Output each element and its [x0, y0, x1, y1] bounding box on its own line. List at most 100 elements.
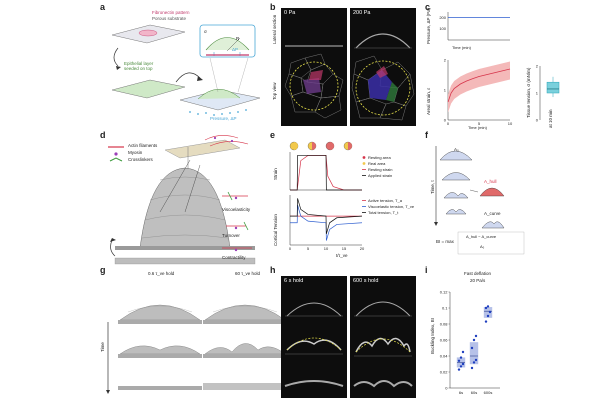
panel-letter-i: i [425, 265, 428, 275]
e-state-half-2 [330, 142, 334, 150]
i-ytick-4: 0.08 [440, 321, 449, 326]
e-legend-2: Resting strain [368, 167, 393, 172]
f-a-hull: A_hull [484, 179, 497, 184]
c-box-ytick-1: 1 [536, 90, 539, 95]
e-legend-3: Applied strain [368, 173, 393, 178]
substrate-label: Porous substrate [152, 16, 187, 21]
epithelial-label: Epithelial layer seeded on top [124, 61, 154, 71]
c-bottom-ytick-1: 1 [444, 87, 447, 92]
e-bottom-series-2 [290, 198, 363, 234]
i-point-1-3 [470, 346, 474, 350]
i-xtick-1: 60s [471, 390, 477, 395]
radius-label: R [236, 36, 240, 41]
i-point-2-0 [484, 320, 488, 323]
i-ytick-6: 0.12 [440, 289, 449, 294]
f-a0: A₀ [454, 147, 459, 152]
e-legend-swatch-0 [362, 156, 366, 159]
label-contractility: Contractility [222, 255, 246, 260]
micrograph-200pa: 200 Pa [350, 8, 416, 126]
i-xtick-0: 6s [459, 390, 463, 395]
c-bottom-xtick-2: 10 [508, 121, 513, 126]
sigma-label: σ [204, 29, 207, 34]
i-ytick-0: 0 [445, 385, 448, 390]
i-point-0-3 [457, 359, 461, 362]
e-legend-swatch-1 [362, 162, 366, 165]
c-box [546, 81, 560, 94]
micrograph-200pa-label: 200 Pa [353, 10, 371, 16]
panel-letter-e: e [270, 130, 276, 140]
e-legend-4: Active tension, T_a [368, 198, 402, 203]
panel-letter-b: b [270, 2, 276, 12]
i-point-2-1 [486, 314, 490, 318]
legend-myosin: Myosin [128, 150, 143, 155]
g-col2: 60 τ_ve hold [235, 271, 261, 276]
micrograph-6s: 6 s hold [281, 276, 347, 398]
panel-letter-f: f [425, 130, 428, 140]
delta-p-label: ΔP [232, 47, 239, 52]
f-a-curve: A_curve [484, 211, 501, 216]
label-viscoelasticity: Viscoelasticity [222, 207, 251, 212]
c-bottom-ytick-0: 0 [444, 117, 447, 122]
i-point-0-0 [457, 368, 461, 371]
i-point-0-4 [459, 356, 463, 359]
c-strain-band [448, 61, 510, 113]
i-ytick-2: 0.04 [440, 353, 449, 358]
panel-letter-c: c [425, 2, 431, 12]
c-top-ytick-1: 200 [439, 15, 446, 20]
micrograph-600s-label: 600 s hold [353, 278, 379, 284]
i-ytick-1: 0.02 [440, 369, 449, 374]
i-point-1-4 [472, 338, 476, 342]
e-legend-1: Real area [368, 161, 386, 166]
i-xtick-2: 600s [484, 390, 493, 395]
c-bottom-xtick-0: 0 [447, 121, 450, 126]
i-ytick-3: 0.06 [440, 337, 449, 342]
micrograph-6s-label: 6 s hold [284, 278, 304, 284]
e-xtick-0: 0 [289, 246, 292, 251]
e-xlabel: t/τ_ve [336, 253, 348, 258]
f-formula: BI = max [436, 239, 454, 244]
e-state-half-1 [312, 142, 316, 150]
c-bottom-ytick-2: 2 [444, 57, 447, 62]
g-col1: 0.6 τ_ve hold [148, 271, 175, 276]
c-bottom-xlabel: Time (min) [468, 125, 487, 130]
i-title-1: Fast deflation [464, 271, 492, 276]
i-point-0-2 [461, 362, 465, 366]
i-title-2: 20 Pa/s [470, 278, 486, 283]
i-point-1-5 [474, 334, 478, 338]
micrograph-600s: 600 s hold [350, 276, 416, 398]
panel-letter-a: a [100, 2, 106, 12]
label-turnover: Turnover [222, 233, 240, 238]
i-point-2-4 [486, 305, 490, 308]
i-ytick-5: 0.1 [442, 305, 448, 310]
c-top-ytick-0: 100 [439, 26, 446, 31]
i-point-2-3 [484, 306, 488, 310]
micrograph-0pa: 0 Pa [281, 8, 347, 126]
c-strain-line [447, 68, 511, 103]
micrograph-0pa-label: 0 Pa [284, 10, 296, 16]
i-point-1-1 [472, 361, 476, 364]
c-bottom-xtick-1: 5 [478, 121, 481, 126]
f-formula-num: A_hull − A_curve [466, 234, 497, 239]
e-legend-6: Total tension, T_t [368, 210, 399, 215]
i-point-0-5 [461, 350, 465, 354]
i-point-2-2 [488, 310, 492, 314]
i-point-1-2 [474, 358, 478, 362]
f-formula-den: A₀ [480, 244, 485, 249]
e-legend-5: Viscoelastic tension, T_ve [368, 204, 415, 209]
panel-letter-g: g [100, 265, 106, 275]
c-top-xlabel: Time (min) [452, 45, 471, 50]
e-xtick-1: 5 [307, 246, 310, 251]
e-state-half-0 [294, 142, 298, 150]
e-top-series-1 [290, 155, 362, 191]
e-legend-0: Resting area [368, 155, 391, 160]
panel-letter-h: h [270, 265, 276, 275]
c-box-ytick-2: 2 [536, 63, 539, 68]
c-box-ytick-0: 0 [536, 117, 539, 122]
i-point-1-0 [470, 366, 474, 370]
